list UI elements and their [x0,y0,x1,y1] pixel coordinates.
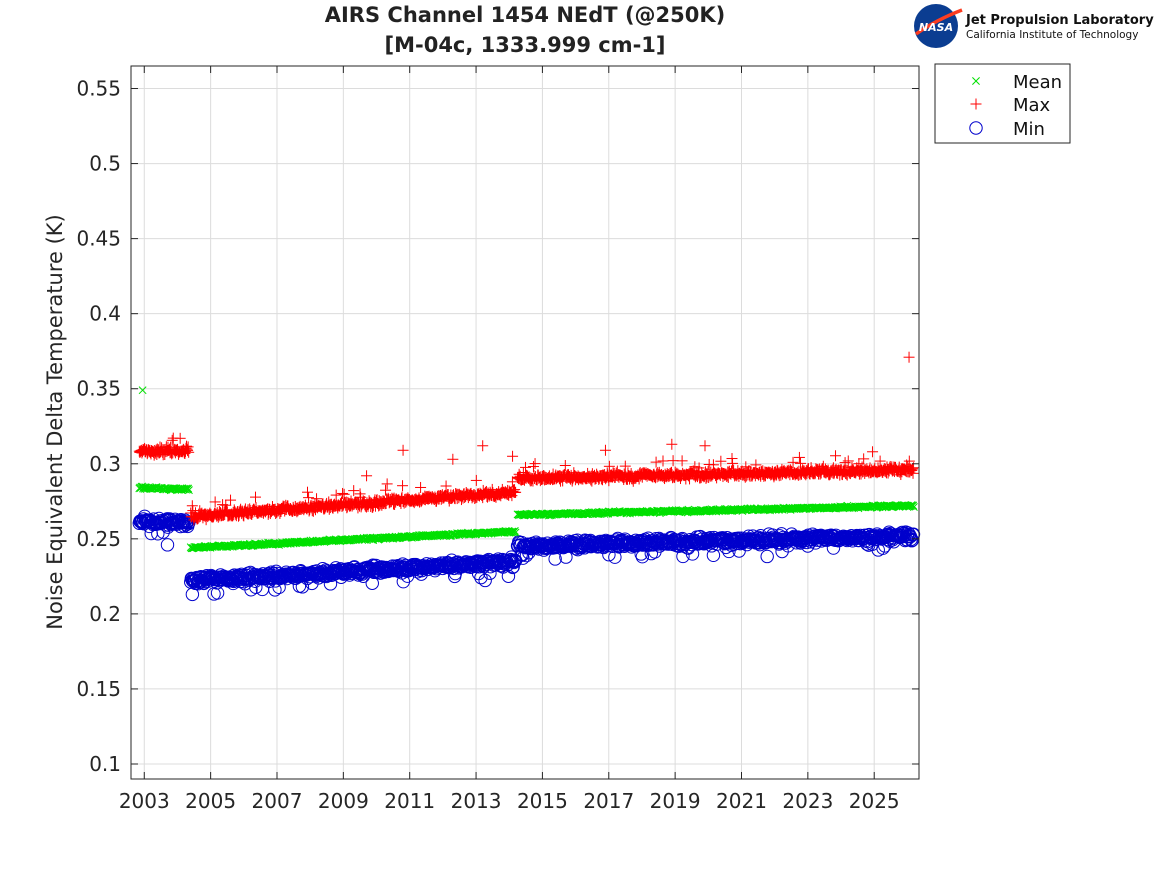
data-point-max [181,443,193,455]
data-point-min [760,549,774,564]
data-point-max [249,491,261,503]
series-min [132,509,921,602]
data-point-max [337,487,349,499]
legend-label-mean: Mean [1013,72,1062,93]
legend: Mean Max Min [934,63,1071,144]
data-point-max [415,481,427,493]
data-layer [132,351,921,602]
y-tick-label: 0.4 [89,302,121,326]
outlier-point-min [160,538,175,552]
y-axis-label: Noise Equivalent Delta Temperature (K) [43,214,67,630]
data-point-min [478,573,492,588]
x-tick-label: 2009 [318,789,369,813]
data-point-max [380,484,392,496]
data-point-max [166,434,178,446]
y-tick-label: 0.35 [76,377,121,401]
jpl-logo-line-2: California Institute of Technology [966,29,1138,41]
y-tick-label: 0.25 [76,527,121,551]
chart-title-line-1: AIRS Channel 1454 NEdT (@250K) [325,3,726,27]
data-point-max [209,496,221,508]
data-point-max [330,489,342,501]
x-tick-label: 2013 [451,789,502,813]
data-point-max [174,432,186,444]
data-point-min [905,533,919,547]
data-point-max [220,499,232,511]
y-tick-label: 0.55 [76,77,121,101]
data-point-max [381,478,393,490]
x-tick-label: 2021 [716,789,767,813]
x-tick-label: 2007 [252,789,303,813]
jpl-logo: NASA Jet Propulsion Laboratory Californi… [914,4,1154,48]
data-point-max [311,493,323,505]
x-tick-label: 2023 [782,789,833,813]
data-point-max [303,492,315,504]
data-point-min [506,560,520,574]
data-point-min [505,560,520,575]
data-point-max [302,486,314,498]
data-point-max [186,500,198,512]
data-point-max [338,488,350,500]
data-point-max [348,485,360,497]
data-point-min [474,570,488,585]
y-tick-label: 0.15 [76,677,121,701]
x-tick-label: 2015 [517,789,568,813]
y-tick-label: 0.5 [89,152,121,176]
series-max [133,351,920,526]
data-point-max [181,440,193,452]
y-tick-label: 0.45 [76,227,121,251]
data-point-min [519,548,534,563]
x-tick-label: 2019 [650,789,701,813]
grid-lines [131,66,919,779]
data-point-min [548,552,562,566]
y-tick-label: 0.2 [89,602,121,626]
data-point-max [397,480,409,492]
data-point-min [906,527,921,541]
y-tick-label: 0.1 [89,752,121,776]
nasa-badge-text: NASA [919,21,953,34]
data-point-min [177,519,191,533]
jpl-logo-line-1: Jet Propulsion Laboratory [965,13,1154,28]
data-point-max [182,441,194,453]
nasa-swoosh-icon [914,8,963,36]
x-tick-label: 2011 [384,789,435,813]
legend-label-max: Max [1013,95,1051,116]
data-point-min [272,580,286,595]
x-tick-label: 2025 [849,789,900,813]
legend-label-min: Min [1013,119,1045,140]
outlier-point-min [185,587,200,602]
chart-title-line-2: [M-04c, 1333.999 cm-1] [385,33,666,57]
y-tick-label: 0.3 [89,452,121,476]
data-point-max [183,446,195,458]
x-tick-label: 2003 [119,789,170,813]
plot-area [131,66,919,779]
x-tick-label: 2017 [583,789,634,813]
x-tick-label: 2005 [185,789,236,813]
data-point-max [225,494,237,506]
